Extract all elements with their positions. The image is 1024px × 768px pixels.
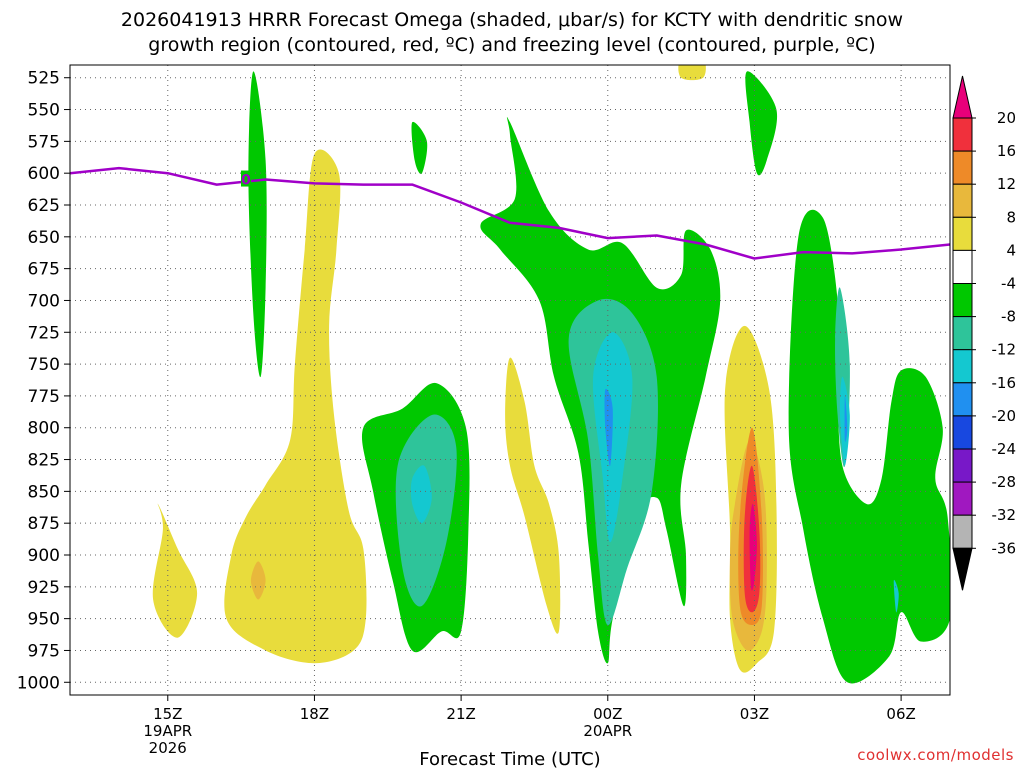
colorbar-bin-2: [953, 151, 972, 184]
y-tick-label-15: 900: [28, 546, 60, 566]
y-tick-label-14: 875: [28, 514, 60, 534]
y-tick-label-1: 550: [28, 101, 60, 121]
colorbar-bin-8: [953, 350, 972, 383]
colorbar-label-6: -8: [1001, 308, 1016, 326]
y-tick-label-5: 650: [28, 228, 60, 248]
terrain-layer: [70, 695, 950, 699]
colorbar-label-2: 12: [997, 175, 1016, 193]
colorbar: 20 16 12 8 4 -4 -8 -12 -16 -20 -24 -28 -32 -36: [953, 76, 1016, 590]
colorbar-bin-10: [953, 416, 972, 449]
colorbar-bin-5: [953, 250, 972, 283]
colorbar-top-triangle: [953, 76, 972, 118]
y-tick-label-12: 825: [28, 451, 60, 471]
omega-region-19: [678, 56, 706, 80]
y-tick-label-3: 600: [28, 164, 60, 184]
y-tick-label-16: 925: [28, 578, 60, 598]
y-tick-label-7: 700: [28, 291, 60, 311]
x-tick-label-2-0: 21Z: [446, 705, 475, 723]
colorbar-label-7: -12: [992, 341, 1017, 359]
colorbar-bin-12: [953, 482, 972, 515]
colorbar-bin-13: [953, 515, 972, 548]
colorbar-label-8: -16: [992, 374, 1017, 392]
colorbar-bin-3: [953, 184, 972, 217]
y-tick-label-18: 975: [28, 641, 60, 661]
x-tick-label-5-0: 06Z: [886, 705, 915, 723]
colorbar-label-4: 4: [1006, 241, 1016, 259]
x-tick-label-0-2: 2026: [149, 739, 187, 757]
colorbar-label-11: -28: [992, 473, 1017, 491]
colorbar-bin-9: [953, 383, 972, 416]
chart-figure: 2026041913 HRRR Forecast Omega (shaded, …: [0, 0, 1024, 768]
x-tick-label-4-0: 03Z: [740, 705, 769, 723]
colorbar-bin-11: [953, 449, 972, 482]
y-tick-label-11: 800: [28, 419, 60, 439]
colorbar-label-10: -24: [992, 440, 1017, 458]
y-tick-label-6: 675: [28, 260, 60, 280]
freezing-level-label: 0: [241, 173, 251, 189]
colorbar-label-1: 16: [997, 142, 1016, 160]
y-tick-label-19: 1000: [17, 673, 60, 693]
colorbar-label-9: -20: [992, 407, 1017, 425]
colorbar-bin-7: [953, 317, 972, 350]
colorbar-label-0: 20: [997, 109, 1016, 127]
terrain-surface: [70, 695, 950, 699]
x-tick-label-0-0: 15Z: [153, 705, 182, 723]
y-tick-label-9: 750: [28, 355, 60, 375]
y-tick-label-0: 525: [28, 69, 60, 89]
colorbar-bin-1: [953, 118, 972, 151]
x-axis-label: Forecast Time (UTC): [419, 749, 600, 768]
x-tick-label-3-0: 00Z: [593, 705, 622, 723]
x-tick-label-0-1: 19APR: [143, 722, 192, 740]
colorbar-bin-4: [953, 217, 972, 250]
colorbar-bin-6: [953, 284, 972, 317]
x-tick-label-3-1: 20APR: [583, 722, 632, 740]
colorbar-label-13: -36: [992, 539, 1017, 557]
y-tick-label-13: 850: [28, 482, 60, 502]
colorbar-label-3: 8: [1006, 208, 1016, 226]
chart-title-line-1: 2026041913 HRRR Forecast Omega (shaded, …: [121, 9, 903, 31]
y-tick-label-17: 950: [28, 610, 60, 630]
x-tick-label-1-0: 18Z: [300, 705, 329, 723]
chart-title-line-2: growth region (contoured, red, ºC) and f…: [148, 34, 875, 56]
colorbar-bottom-triangle: [953, 548, 972, 590]
credit-text: coolwx.com/models: [857, 746, 1014, 764]
y-tick-label-4: 625: [28, 196, 60, 216]
y-axis: 525 550 575 600 625 650 675 700 725 750 775 800 825 8…: [17, 69, 70, 694]
y-tick-label-2: 575: [28, 132, 60, 152]
y-tick-label-8: 725: [28, 323, 60, 343]
colorbar-label-12: -32: [992, 506, 1017, 524]
colorbar-label-5: -4: [1001, 275, 1016, 293]
y-tick-label-10: 775: [28, 387, 60, 407]
